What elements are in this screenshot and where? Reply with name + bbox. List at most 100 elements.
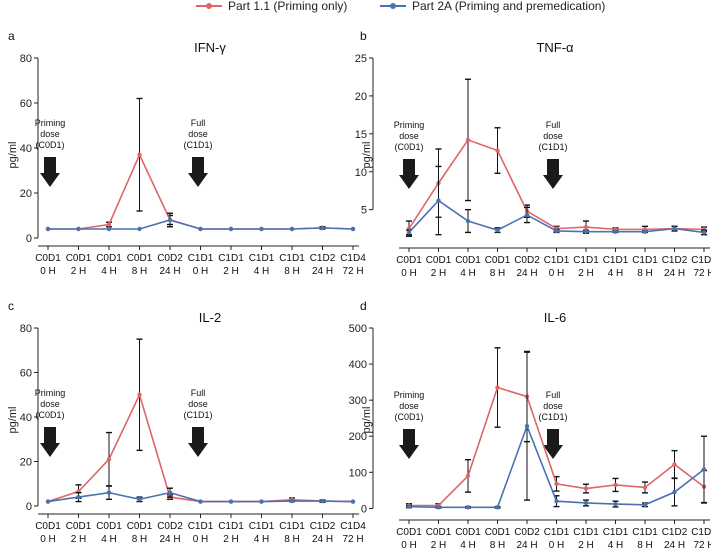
x-tick-label: 72 H [342, 534, 363, 545]
y-tick-label: 10 [355, 167, 367, 179]
x-tick-label: C1D1 [188, 521, 214, 532]
annotation-text: (C1D1) [183, 140, 212, 150]
y-tick-label: 200 [349, 431, 367, 443]
down-arrow-icon [399, 429, 419, 459]
data-point [167, 490, 173, 495]
x-tick-label: C1D1 [632, 527, 658, 538]
x-tick-label: 8 H [637, 268, 653, 279]
data-point [228, 499, 234, 504]
panel-title: IL-2 [199, 310, 221, 325]
data-point [436, 505, 441, 510]
y-axis-label: pg/ml [7, 142, 19, 169]
x-tick-label: C1D1 [218, 521, 244, 532]
x-tick-label: C0D2 [157, 521, 183, 532]
x-tick-label: 72 H [693, 540, 711, 550]
down-arrow-icon [543, 429, 563, 459]
legend-marker-part2a [390, 3, 396, 9]
down-arrow-icon [188, 157, 208, 187]
panel-letter: a [8, 29, 15, 43]
data-point [106, 490, 112, 495]
data-point [76, 494, 81, 500]
x-tick-label: C1D1 [188, 253, 214, 264]
annotation-text: dose [399, 401, 419, 411]
series-part2a [45, 212, 356, 232]
series-part11 [406, 78, 707, 237]
data-point [495, 385, 500, 390]
annotation-text: (C0D1) [394, 142, 423, 152]
data-point [137, 497, 142, 502]
data-point [613, 501, 618, 507]
x-tick-label: C1D1 [279, 253, 305, 264]
x-tick-label: 2 H [431, 268, 447, 279]
y-tick-label: 5 [361, 205, 367, 217]
x-tick-label: 24 H [159, 534, 180, 545]
data-point [137, 392, 142, 397]
x-tick-label: C0D1 [35, 521, 61, 532]
data-point [672, 489, 677, 495]
x-tick-label: C1D1 [218, 253, 244, 264]
data-point [320, 225, 325, 231]
series-part2a [406, 165, 707, 236]
data-point [289, 226, 295, 232]
y-tick-label: 20 [355, 91, 367, 103]
x-tick-label: 72 H [342, 266, 363, 277]
series-part2a [406, 351, 707, 510]
data-point [350, 499, 356, 504]
x-tick-label: C1D4 [691, 527, 711, 538]
series-part2a [45, 485, 356, 504]
x-tick-label: 2 H [223, 266, 239, 277]
panel-title: TNF-α [536, 40, 574, 55]
x-tick-label: 72 H [693, 268, 711, 279]
data-point [106, 222, 112, 227]
x-tick-label: 2 H [578, 540, 594, 550]
data-point [583, 229, 589, 234]
data-point [524, 212, 530, 218]
annotation-text: (C1D1) [538, 142, 567, 152]
data-point [137, 226, 142, 232]
x-tick-label: C0D1 [96, 253, 122, 264]
y-axis-label: pg/ml [7, 407, 19, 434]
y-axis-label: pg/ml [361, 407, 373, 434]
panels: a IFN-γ pg/ml 0 20 40 60 80 C0D1 0 H C0D1 2 H C0D1 4 … [7, 29, 711, 550]
x-tick-label: 8 H [490, 540, 506, 550]
down-arrow-icon [40, 157, 60, 187]
x-tick-label: C0D1 [426, 527, 452, 538]
legend-label-part2a: Part 2A (Priming and premedication) [412, 0, 605, 13]
x-tick-label: C0D2 [157, 253, 183, 264]
y-tick-label: 25 [355, 53, 367, 65]
series-part11 [406, 347, 707, 509]
data-point [701, 230, 707, 235]
y-tick-label: 15 [355, 129, 367, 141]
data-point [495, 227, 500, 233]
x-tick-label: 0 H [549, 268, 565, 279]
x-tick-label: C0D1 [396, 527, 422, 538]
annotation-text: Full [191, 388, 206, 398]
data-point [76, 226, 81, 232]
panel-title: IL-6 [544, 310, 566, 325]
y-tick-label: 400 [349, 359, 367, 371]
data-point [198, 226, 203, 232]
panel-c: c IL-2 pg/ml 0 20 40 60 80 C0D1 0 H C0D1 2 H C0D1 4 H… [7, 299, 366, 545]
x-tick-label: 24 H [664, 540, 685, 550]
x-tick-label: C0D1 [127, 521, 153, 532]
x-tick-label: 8 H [132, 266, 148, 277]
x-tick-label: 24 H [516, 540, 537, 550]
x-tick-label: C0D1 [35, 253, 61, 264]
data-point [406, 504, 412, 509]
x-tick-label: C0D1 [396, 255, 422, 266]
data-point [137, 152, 142, 157]
annotation-text: dose [40, 129, 60, 139]
x-tick-label: C1D1 [603, 255, 629, 266]
x-tick-label: C1D2 [662, 255, 688, 266]
x-tick-label: 2 H [223, 534, 239, 545]
data-point [465, 137, 471, 143]
annotation-text: (C1D1) [183, 410, 212, 420]
x-tick-label: 4 H [101, 534, 117, 545]
data-point [320, 498, 325, 504]
x-tick-label: 4 H [101, 266, 117, 277]
annotation-text: Full [191, 118, 206, 128]
